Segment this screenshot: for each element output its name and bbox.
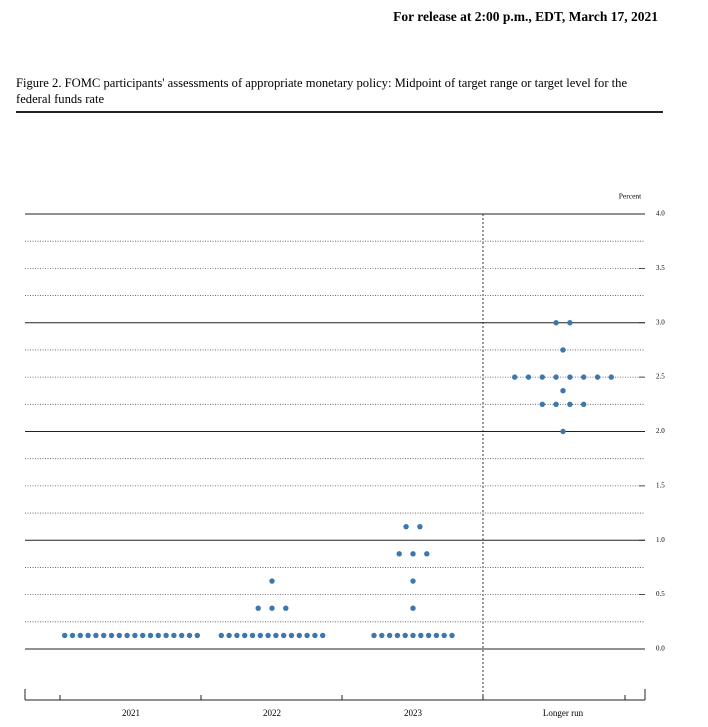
dot: [218, 632, 224, 639]
dot: [186, 632, 193, 639]
dot: [85, 632, 91, 639]
x-tick-label: 2022: [263, 708, 281, 718]
dot: [410, 578, 416, 584]
dot: [93, 632, 99, 639]
dot: [171, 632, 177, 639]
dot: [61, 632, 68, 639]
dot: [553, 401, 559, 408]
dot: [386, 632, 393, 639]
y-tick-label: 3.0: [656, 318, 665, 326]
dot: [424, 551, 430, 557]
y-tick-label: 2.5: [656, 373, 665, 381]
dot: [410, 551, 416, 557]
dot: [242, 632, 248, 639]
dot: [132, 632, 138, 639]
dot: [441, 632, 447, 639]
y-tick-label: 0.0: [656, 645, 665, 653]
x-tick-label: 2023: [404, 708, 423, 718]
dot: [255, 605, 261, 611]
dot: [560, 388, 566, 394]
dot: [155, 632, 161, 639]
dot: [396, 551, 402, 557]
dot: [296, 632, 302, 639]
y-tick-label: 3.5: [656, 264, 665, 272]
dot: [410, 605, 416, 611]
dot: [418, 632, 424, 639]
dot: [539, 401, 545, 408]
dot: [608, 374, 614, 380]
y-tick-label: 1.5: [656, 481, 665, 489]
dot: [69, 632, 76, 639]
dot: [553, 374, 559, 380]
dot: [179, 632, 185, 639]
dot: [288, 632, 295, 639]
y-tick-label: 2.0: [656, 427, 665, 435]
dot: [163, 632, 169, 639]
x-tick-label: Longer run: [543, 708, 584, 718]
dot: [194, 632, 200, 639]
dot: [553, 320, 559, 326]
dot: [402, 632, 408, 639]
dot: [304, 632, 310, 639]
dot: [124, 632, 130, 639]
dot: [312, 632, 318, 639]
dot: [101, 632, 107, 639]
dot: [560, 428, 566, 435]
dot: [269, 578, 275, 584]
y-tick-label: 1.0: [656, 536, 665, 544]
dot: [539, 374, 545, 380]
dot: [320, 632, 326, 639]
dot: [257, 632, 263, 639]
dot: [581, 401, 587, 408]
dot: [567, 320, 573, 326]
figure-caption: Figure 2. FOMC participants' assessments…: [16, 75, 663, 113]
dot: [403, 523, 409, 530]
dot: [273, 632, 279, 639]
dot: [226, 632, 232, 639]
release-note: For release at 2:00 p.m., EDT, March 17,…: [393, 9, 658, 24]
dot: [281, 632, 287, 639]
dot: [567, 401, 573, 408]
dot: [77, 632, 84, 639]
dot: [567, 374, 573, 380]
y-axis-label: Percent: [619, 192, 642, 201]
dot: [147, 632, 154, 639]
dot: [283, 605, 289, 611]
dot: [108, 632, 115, 639]
dot: [417, 523, 423, 530]
dot: [581, 374, 587, 380]
dot: [525, 374, 532, 380]
dot: [269, 605, 275, 611]
dot: [410, 632, 416, 639]
dot: [265, 632, 271, 639]
dot: [512, 374, 518, 380]
dot: [449, 632, 455, 639]
dot: [371, 632, 377, 639]
y-tick-label: 0.5: [656, 590, 665, 598]
x-tick-label: 2021: [122, 708, 140, 718]
dot: [234, 632, 240, 639]
dot: [594, 374, 601, 380]
dot: [560, 347, 566, 353]
dot: [394, 632, 401, 639]
dot: [140, 632, 146, 639]
dot: [116, 632, 123, 639]
y-tick-label: 4.0: [656, 210, 665, 218]
dot: [425, 632, 432, 639]
dot: [433, 632, 440, 639]
dot: [379, 632, 385, 639]
dot: [249, 632, 256, 639]
